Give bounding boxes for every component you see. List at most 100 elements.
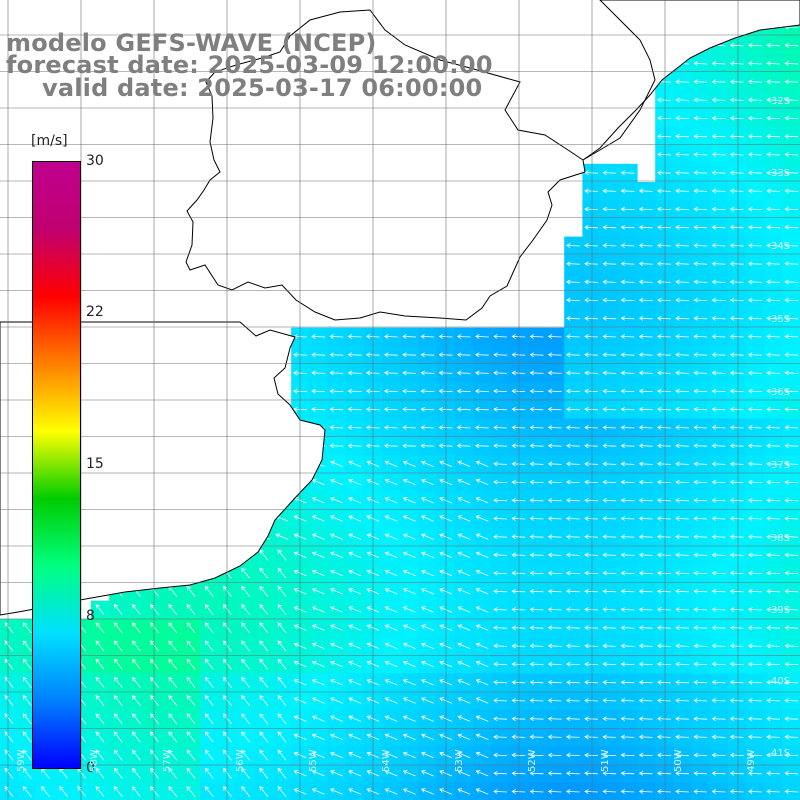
- wind-arrow: [456, 406, 471, 412]
- wind-arrow: [420, 606, 434, 613]
- wind-arrow: [547, 770, 562, 776]
- wind-arrow: [711, 170, 726, 176]
- wind-arrow: [784, 188, 799, 194]
- wind-arrow: [602, 297, 617, 303]
- wind-arrow: [657, 534, 671, 540]
- wind-arrow: [311, 733, 325, 740]
- wind-arrow: [638, 261, 653, 267]
- wind-arrow: [475, 425, 489, 430]
- wind-arrow: [493, 443, 508, 449]
- wind-arrow: [657, 698, 671, 703]
- wind-arrow: [766, 279, 781, 285]
- wind-arrow: [402, 425, 417, 430]
- wind-arrow: [566, 315, 580, 321]
- wind-arrow: [259, 676, 269, 688]
- wind-arrow: [584, 770, 599, 776]
- wind-arrow: [748, 79, 762, 85]
- wind-arrow: [348, 751, 362, 759]
- field-cell: [382, 782, 401, 800]
- wind-arrow: [766, 625, 781, 631]
- wind-arrow: [204, 640, 214, 652]
- wind-arrow: [729, 279, 744, 285]
- wind-arrow: [602, 570, 617, 576]
- wind-arrow: [675, 297, 690, 303]
- wind-arrow: [223, 713, 232, 725]
- wind-arrow: [384, 460, 398, 467]
- field-cell: [455, 782, 474, 800]
- wind-arrow: [729, 734, 744, 740]
- wind-arrow: [638, 607, 653, 612]
- wind-arrow: [711, 479, 726, 485]
- wind-arrow: [132, 676, 141, 688]
- wind-arrow: [711, 261, 726, 267]
- wind-arrow: [638, 188, 653, 194]
- coastline-north: [582, 0, 800, 161]
- field-cell: [637, 782, 656, 800]
- wind-arrow: [766, 243, 781, 248]
- wind-arrow: [420, 751, 434, 759]
- wind-arrow: [657, 334, 671, 339]
- wind-arrow: [638, 789, 653, 794]
- wind-arrow: [420, 660, 434, 668]
- wind-arrow: [347, 334, 362, 339]
- wind-arrow: [384, 388, 398, 394]
- wind-arrow: [748, 206, 762, 212]
- wind-arrow: [150, 603, 160, 616]
- wind-arrow: [584, 224, 599, 230]
- wind-arrow: [457, 642, 471, 649]
- wind-arrow: [675, 261, 690, 267]
- wind-arrow: [620, 607, 635, 612]
- wind-arrow: [204, 749, 214, 761]
- wind-arrow: [602, 534, 617, 540]
- wind-arrow: [711, 243, 726, 248]
- wind-arrow: [329, 679, 343, 686]
- wind-arrow: [584, 388, 599, 394]
- wind-arrow: [547, 425, 562, 430]
- wind-arrow: [566, 789, 580, 794]
- wind-arrow: [711, 206, 726, 212]
- wind-arrow: [748, 552, 762, 558]
- wind-arrow: [766, 770, 781, 776]
- wind-arrow: [711, 752, 726, 758]
- wind-arrow: [402, 352, 417, 358]
- wind-arrow: [620, 516, 635, 521]
- wind-arrow: [693, 588, 708, 594]
- wind-arrow: [711, 516, 726, 521]
- wind-arrow: [529, 679, 544, 685]
- wind-arrow: [402, 460, 416, 467]
- wind-arrow: [475, 733, 489, 740]
- wind-arrow: [729, 133, 744, 139]
- wind-arrow: [657, 388, 671, 394]
- wind-arrow: [329, 715, 343, 722]
- wind-arrow: [529, 625, 544, 631]
- wind-arrow: [729, 334, 744, 339]
- wind-arrow: [493, 425, 508, 430]
- wind-arrow: [657, 516, 671, 521]
- wind-arrow: [384, 406, 398, 412]
- wind-arrow: [329, 443, 344, 449]
- wind-arrow: [475, 770, 489, 777]
- wind-arrow: [456, 388, 471, 394]
- wind-arrow: [784, 42, 799, 48]
- wind-arrow: [223, 767, 232, 779]
- wind-arrow: [729, 534, 744, 540]
- wind-arrow: [693, 461, 708, 467]
- wind-arrow: [657, 607, 671, 612]
- wind-arrow: [711, 279, 726, 285]
- wind-arrow: [766, 443, 781, 449]
- wind-arrow: [113, 640, 123, 652]
- wind-arrow: [784, 388, 799, 394]
- wind-arrow: [547, 388, 562, 394]
- wind-arrow: [59, 785, 69, 798]
- wind-arrow: [784, 789, 799, 794]
- wind-arrow: [457, 770, 471, 777]
- wind-arrow: [566, 443, 580, 449]
- wind-arrow: [529, 370, 544, 376]
- wind-arrow: [693, 679, 708, 685]
- wind-arrow: [529, 334, 544, 339]
- wind-arrow: [657, 170, 671, 176]
- wind-arrow: [529, 734, 544, 740]
- wind-arrow: [729, 352, 744, 358]
- wind-arrow: [693, 516, 708, 521]
- wind-arrow: [132, 640, 141, 652]
